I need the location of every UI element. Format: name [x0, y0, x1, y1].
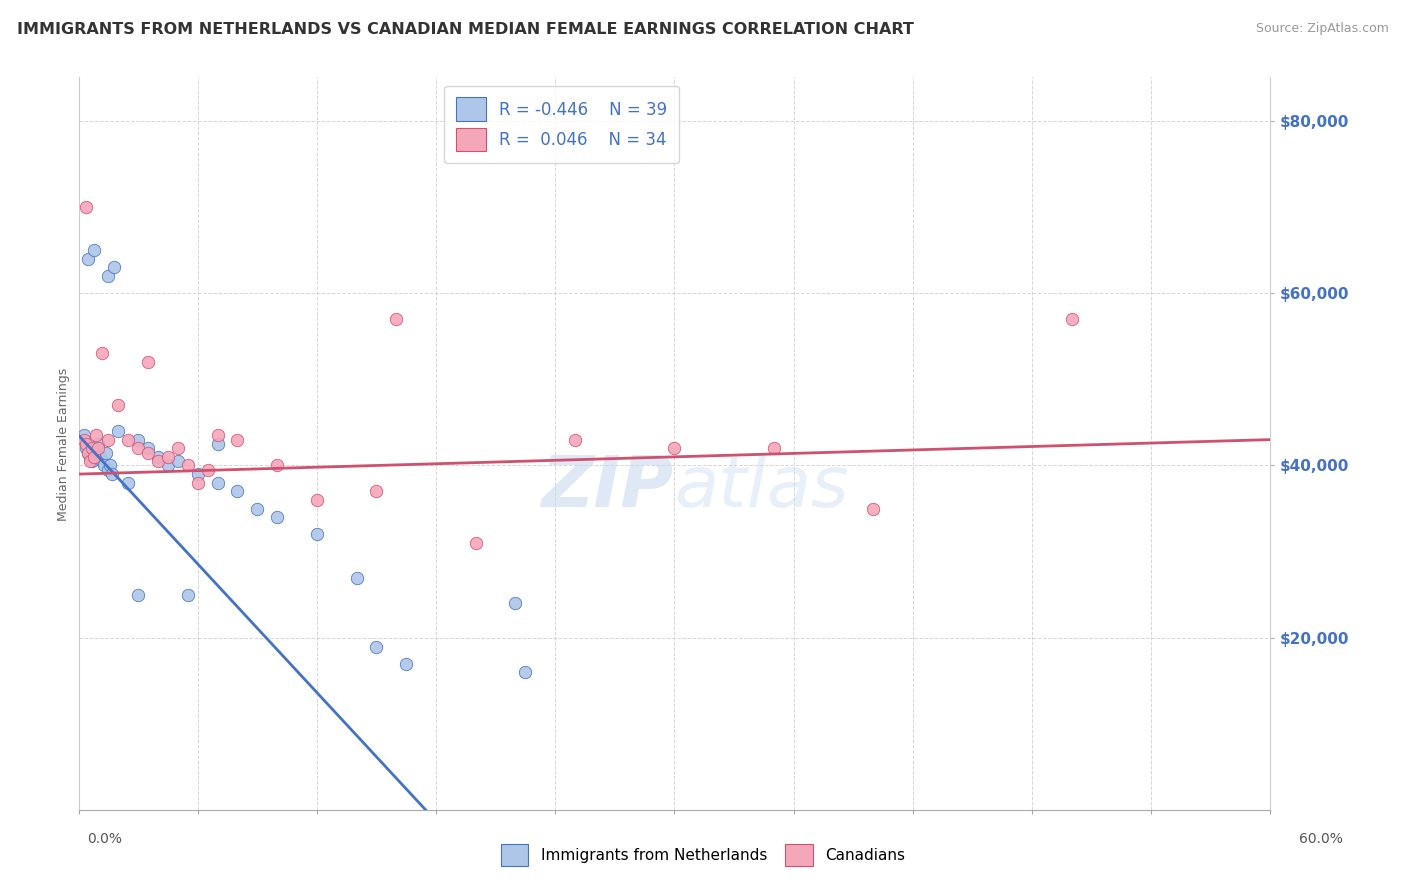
Point	[395, 657, 418, 671]
Point	[96, 445, 118, 459]
Point	[207, 437, 229, 451]
Point	[82, 441, 104, 455]
Text: 0.0%: 0.0%	[87, 832, 122, 846]
Point	[266, 510, 288, 524]
Point	[226, 484, 249, 499]
Point	[79, 454, 101, 468]
Text: 60.0%: 60.0%	[1299, 832, 1343, 846]
Point	[197, 463, 219, 477]
Point	[366, 640, 388, 654]
Point	[136, 441, 159, 455]
Point	[77, 445, 100, 459]
Point	[93, 458, 115, 473]
Text: atlas: atlas	[675, 453, 849, 523]
Point	[86, 428, 108, 442]
Point	[366, 484, 388, 499]
Point	[83, 450, 105, 464]
Text: IMMIGRANTS FROM NETHERLANDS VS CANADIAN MEDIAN FEMALE EARNINGS CORRELATION CHART: IMMIGRANTS FROM NETHERLANDS VS CANADIAN …	[17, 22, 914, 37]
Point	[91, 346, 114, 360]
Text: ZIP: ZIP	[543, 453, 675, 523]
Point	[75, 437, 97, 451]
Point	[97, 463, 120, 477]
Point	[226, 433, 249, 447]
Point	[86, 450, 108, 464]
Point	[91, 454, 114, 468]
Point	[177, 458, 200, 473]
Point	[177, 588, 200, 602]
Point	[87, 437, 110, 451]
Point	[246, 501, 269, 516]
Point	[505, 597, 527, 611]
Point	[266, 458, 288, 473]
Point	[98, 458, 121, 473]
Point	[103, 260, 125, 274]
Point	[73, 433, 96, 447]
Point	[97, 433, 120, 447]
Point	[82, 454, 104, 468]
Point	[385, 311, 408, 326]
Point	[101, 467, 124, 481]
Y-axis label: Median Female Earnings: Median Female Earnings	[58, 368, 70, 521]
Point	[305, 527, 328, 541]
Point	[187, 467, 209, 481]
Point	[207, 428, 229, 442]
Text: Source: ZipAtlas.com: Source: ZipAtlas.com	[1256, 22, 1389, 36]
Point	[107, 398, 129, 412]
Point	[166, 454, 188, 468]
Point	[207, 475, 229, 490]
Point	[127, 588, 149, 602]
Point	[107, 424, 129, 438]
Point	[664, 441, 686, 455]
Point	[146, 454, 169, 468]
Point	[166, 441, 188, 455]
Point	[464, 536, 486, 550]
Legend: Immigrants from Netherlands, Canadians: Immigrants from Netherlands, Canadians	[494, 837, 912, 873]
Point	[1060, 311, 1083, 326]
Point	[73, 428, 96, 442]
Point	[346, 571, 368, 585]
Point	[77, 445, 100, 459]
Point	[127, 433, 149, 447]
Point	[762, 441, 785, 455]
Legend: R = -0.446    N = 39, R =  0.046    N = 34: R = -0.446 N = 39, R = 0.046 N = 34	[444, 86, 679, 163]
Point	[83, 441, 105, 455]
Point	[156, 450, 179, 464]
Point	[515, 665, 537, 680]
Point	[79, 450, 101, 464]
Point	[187, 475, 209, 490]
Point	[564, 433, 586, 447]
Point	[136, 445, 159, 459]
Point	[862, 501, 884, 516]
Point	[97, 268, 120, 283]
Point	[83, 243, 105, 257]
Point	[89, 450, 111, 464]
Point	[156, 458, 179, 473]
Point	[75, 200, 97, 214]
Point	[77, 252, 100, 266]
Point	[117, 475, 139, 490]
Point	[127, 441, 149, 455]
Point	[117, 433, 139, 447]
Point	[305, 493, 328, 508]
Point	[75, 441, 97, 455]
Point	[87, 441, 110, 455]
Point	[136, 355, 159, 369]
Point	[146, 450, 169, 464]
